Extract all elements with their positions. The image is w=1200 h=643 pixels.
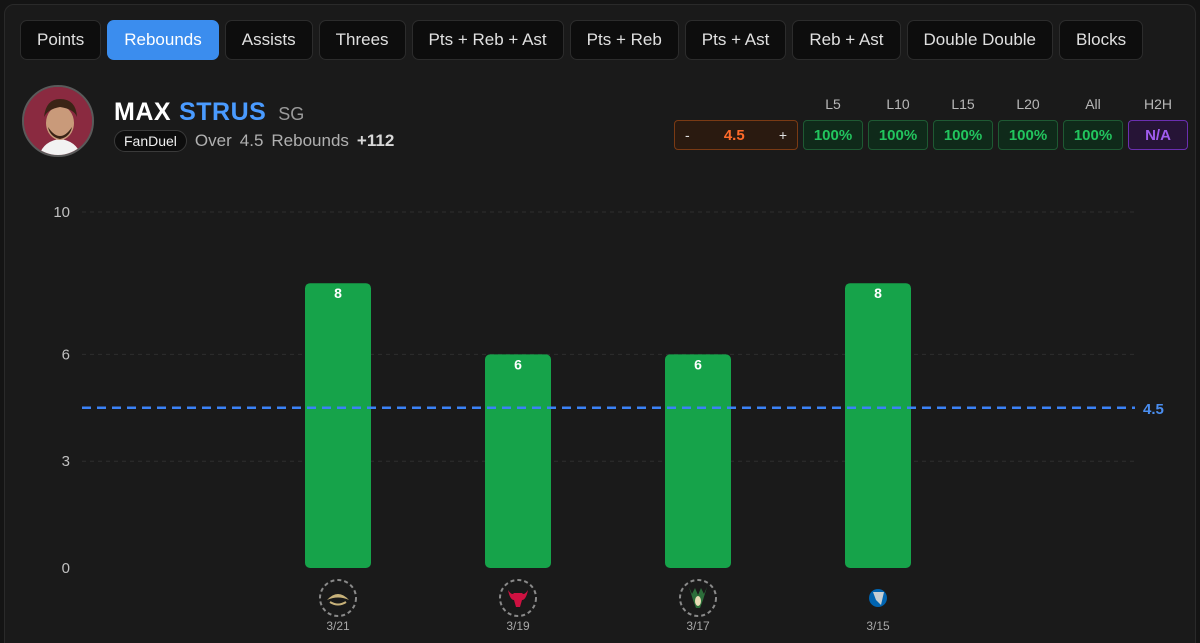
tab-reb-ast[interactable]: Reb + Ast — [792, 20, 901, 60]
panel — [4, 4, 1196, 643]
bar-value-label: 6 — [694, 356, 702, 372]
prop-odds: +112 — [356, 131, 395, 150]
opponent-ring — [499, 579, 537, 617]
tab-threes[interactable]: Threes — [318, 20, 406, 60]
bar-value-label: 6 — [514, 356, 522, 372]
bar-value-label: 8 — [874, 285, 882, 301]
rebound-bar[interactable] — [485, 354, 551, 568]
tab-blocks[interactable]: Blocks — [1059, 20, 1144, 60]
prop-line-label: 4.5 — [1143, 401, 1164, 418]
sportsbook-badge[interactable]: FanDuel — [114, 130, 187, 152]
stat-tabs: Points Rebounds Assists Threes Pts + Reb + A… — [20, 20, 1144, 60]
rebound-bar[interactable] — [845, 283, 911, 568]
tab-points[interactable]: Points — [20, 20, 102, 60]
hit-rate-l15[interactable]: 100% — [933, 120, 993, 150]
range-label-l5[interactable]: L5 — [825, 96, 841, 112]
line-value: 4.5 — [723, 126, 745, 144]
decrease-line-button[interactable]: - — [685, 127, 690, 143]
tab-pts-reb-ast[interactable]: Pts + Reb + Ast — [411, 20, 564, 60]
bulls-logo-icon — [508, 590, 528, 607]
hit-rate-labels: L5 L10 L15 L20 All H2H — [803, 96, 1188, 112]
player-name: MAX STRUS SG — [114, 98, 304, 127]
tab-pts-reb[interactable]: Pts + Reb — [569, 20, 679, 60]
hit-rate-l20[interactable]: 100% — [998, 120, 1058, 150]
mavericks-logo-icon — [869, 589, 887, 607]
range-label-l10[interactable]: L10 — [886, 96, 910, 112]
range-label-l20[interactable]: L20 — [1016, 96, 1040, 112]
player-first-name: MAX — [114, 98, 172, 126]
prop-line: 4.5 — [239, 131, 264, 150]
rebound-bar[interactable] — [665, 354, 731, 568]
rebound-bar[interactable] — [305, 283, 371, 568]
game-date-label: 3/15 — [866, 619, 890, 633]
opponent-ring — [319, 579, 357, 617]
hit-rate-l5[interactable]: 100% — [803, 120, 863, 150]
bar-value-label: 8 — [334, 285, 342, 301]
pelicans-logo-icon — [327, 594, 349, 606]
range-label-h2h[interactable]: H2H — [1143, 96, 1172, 112]
game-date-label: 3/21 — [326, 619, 350, 633]
y-tick-label: 3 — [62, 453, 70, 470]
tab-rebounds[interactable]: Rebounds — [107, 20, 219, 60]
bucks-logo-icon — [689, 587, 707, 608]
tab-double-double[interactable]: Double Double — [906, 20, 1053, 60]
prop-side: Over — [194, 131, 232, 150]
player-position: SG — [278, 104, 305, 124]
player-headshot-icon — [24, 87, 92, 155]
hit-rate-h2h[interactable]: N/A — [1128, 120, 1188, 150]
y-tick-label: 6 — [62, 346, 70, 363]
player-avatar — [22, 85, 94, 157]
line-adjuster: - 4.5 + — [674, 120, 798, 150]
increase-line-button[interactable]: + — [778, 127, 787, 143]
prop-summary: FanDuel Over 4.5 Rebounds +112 — [114, 130, 394, 152]
tab-pts-ast[interactable]: Pts + Ast — [684, 20, 787, 60]
opponent-ring — [679, 579, 717, 617]
range-label-all[interactable]: All — [1085, 96, 1101, 112]
hit-rate-all[interactable]: 100% — [1063, 120, 1123, 150]
prop-stat: Rebounds — [271, 131, 349, 150]
player-last-name: STRUS — [179, 98, 267, 126]
y-tick-label: 0 — [62, 560, 70, 577]
range-label-l15[interactable]: L15 — [951, 96, 975, 112]
hit-rate-values: 100% 100% 100% 100% 100% N/A — [803, 120, 1188, 150]
hit-rate-l10[interactable]: 100% — [868, 120, 928, 150]
tab-assists[interactable]: Assists — [224, 20, 313, 60]
game-date-label: 3/17 — [686, 619, 710, 633]
game-date-label: 3/19 — [506, 619, 530, 633]
y-tick-label: 10 — [53, 204, 70, 221]
